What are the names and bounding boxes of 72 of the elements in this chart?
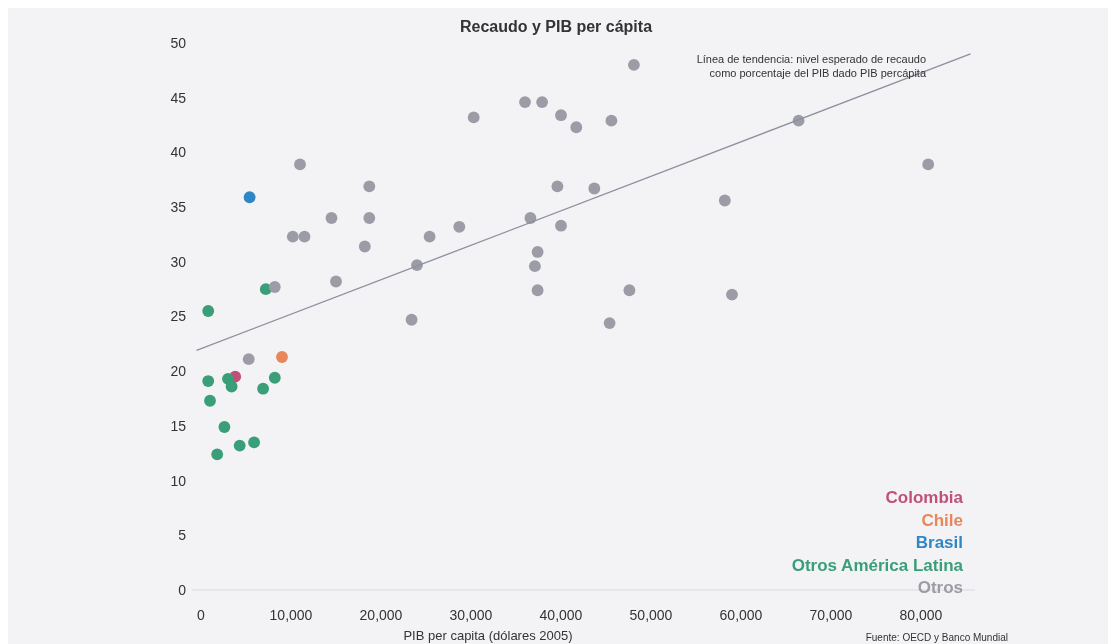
point [286,230,299,243]
chart-title: Recaudo y PIB per cápita [459,18,653,35]
point [623,284,636,297]
point [204,394,216,407]
point [248,436,261,449]
y-tick-label: 35 [170,199,187,215]
point [555,109,567,122]
point [922,158,935,171]
y-tick-label: 15 [170,417,187,434]
x-tick-label: 40,000 [539,607,583,623]
x-tick-label: 50,000 [629,607,673,623]
x-tick-label: 0 [197,607,206,623]
x-tick-label: 60,000 [719,607,763,623]
text: Otros América Latina [791,555,964,575]
y-tick-label: 30 [170,253,187,270]
point [225,380,238,393]
y-tick-label: 0 [178,581,187,598]
point [243,191,256,204]
point [358,240,371,253]
point [528,260,541,273]
point [531,284,544,297]
point [605,114,618,127]
point [423,230,436,243]
point [218,421,231,433]
x-tick-label: 30,000 [449,607,493,623]
point [453,220,466,233]
annotation: Línea de tendencia: nivel esperado de recaudo como porcentaje del PIB dado PIB percápita [696,53,927,79]
y-tick-label: 5 [178,527,187,544]
point [467,111,480,124]
y-tick-label: 45 [170,89,187,106]
point [588,182,601,195]
point [726,288,738,301]
point [570,121,583,134]
point [536,96,549,108]
y-tick-label: 10 [170,472,187,489]
point [268,371,281,384]
point [233,439,246,452]
point [519,96,531,108]
point [298,230,311,243]
point [202,305,215,317]
text: Brasil [915,533,963,552]
point [627,58,640,71]
point [276,351,288,363]
point [603,317,616,329]
y-tick-label: 50 [170,34,187,51]
point [555,219,567,232]
point [718,194,731,207]
point [330,275,342,288]
text: Otros [917,578,963,597]
point [242,353,255,366]
point [202,375,215,387]
x-tick-label: 80,000 [899,607,943,623]
text: Colombia [885,488,964,507]
point [268,281,281,293]
point [211,448,224,461]
x-tick-label: 70,000 [809,607,853,623]
source-note: Fuente: OECD y Banco Mundial [865,632,1008,643]
x-tick-label: 20,000 [359,607,403,623]
x-tick-label: 10,000 [269,607,313,623]
point [405,313,418,326]
point [531,246,544,258]
point [294,158,306,171]
point [551,180,564,193]
point [325,212,338,224]
point [363,180,376,193]
y-tick-label: 20 [170,363,187,380]
text: Chile [921,510,963,530]
point [363,212,376,224]
x-axis-title: PIB per capita (dólares 2005) [403,628,573,643]
point [257,382,270,395]
y-tick-label: 40 [170,144,187,161]
y-tick-label: 25 [170,308,187,325]
